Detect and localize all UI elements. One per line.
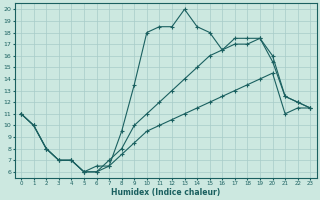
X-axis label: Humidex (Indice chaleur): Humidex (Indice chaleur) [111, 188, 220, 197]
